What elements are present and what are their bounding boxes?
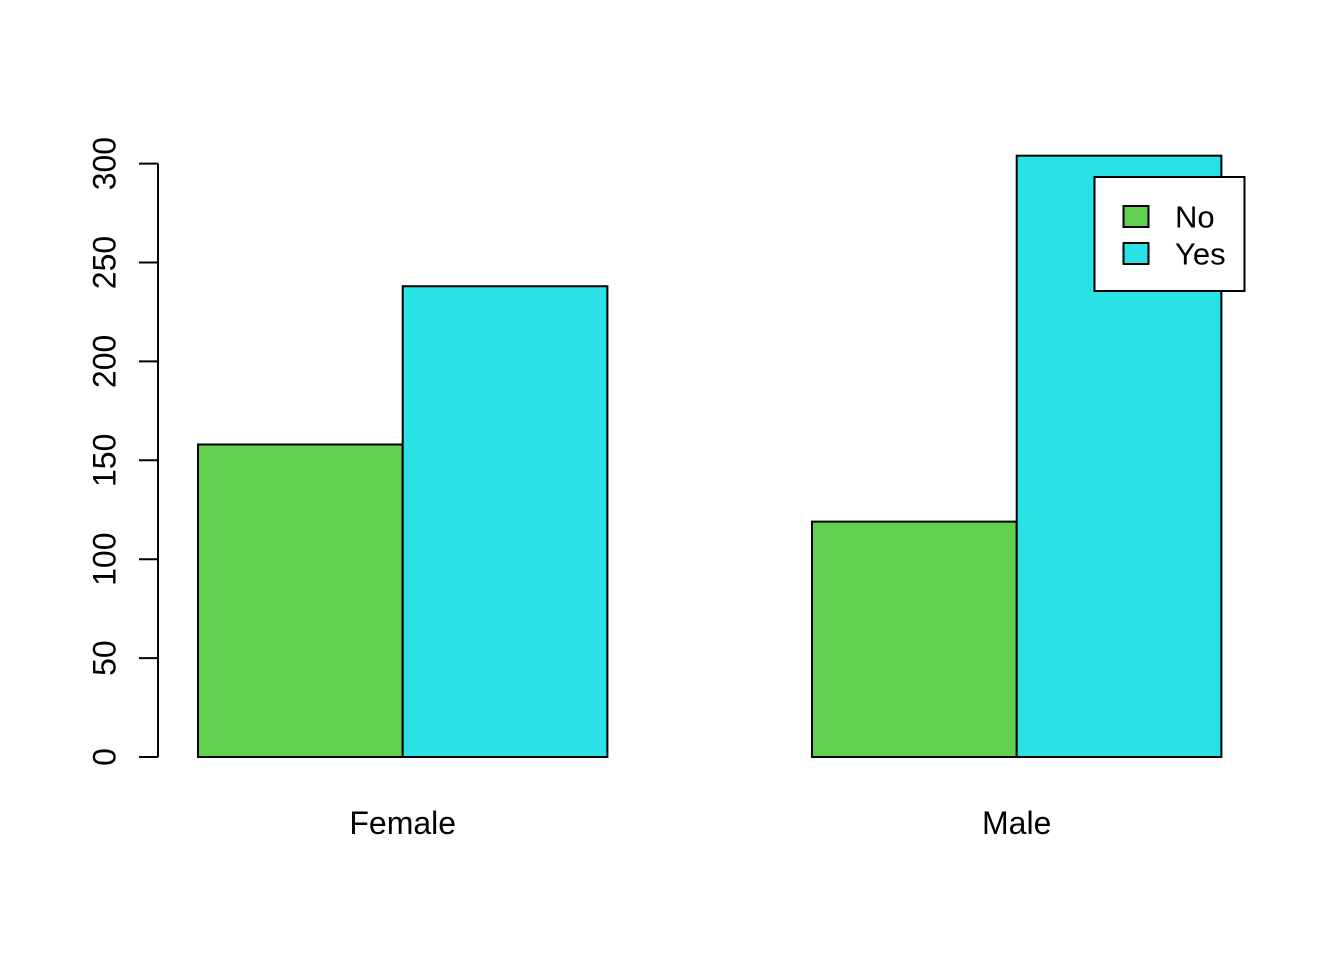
bar-female-yes [401, 285, 609, 758]
legend-box [1093, 176, 1246, 292]
y-axis-tick-label: 250 [87, 236, 123, 289]
y-axis-tick-label: 0 [87, 748, 123, 766]
x-category-label-male: Male [982, 805, 1051, 841]
y-axis-tick-label: 50 [87, 640, 123, 676]
y-axis-tick-label: 300 [87, 137, 123, 190]
legend-label-yes: Yes [1175, 237, 1226, 272]
y-axis-tick-label: 100 [87, 533, 123, 586]
x-category-label-female: Female [349, 805, 456, 841]
legend-swatch-no [1122, 205, 1150, 228]
legend-swatch-yes [1122, 242, 1150, 265]
bar-male-no [811, 520, 1018, 758]
y-axis-tick-label: 150 [87, 434, 123, 487]
legend-label-no: No [1175, 200, 1215, 235]
bar-female-no [197, 443, 404, 758]
y-axis-tick-label: 200 [87, 335, 123, 388]
